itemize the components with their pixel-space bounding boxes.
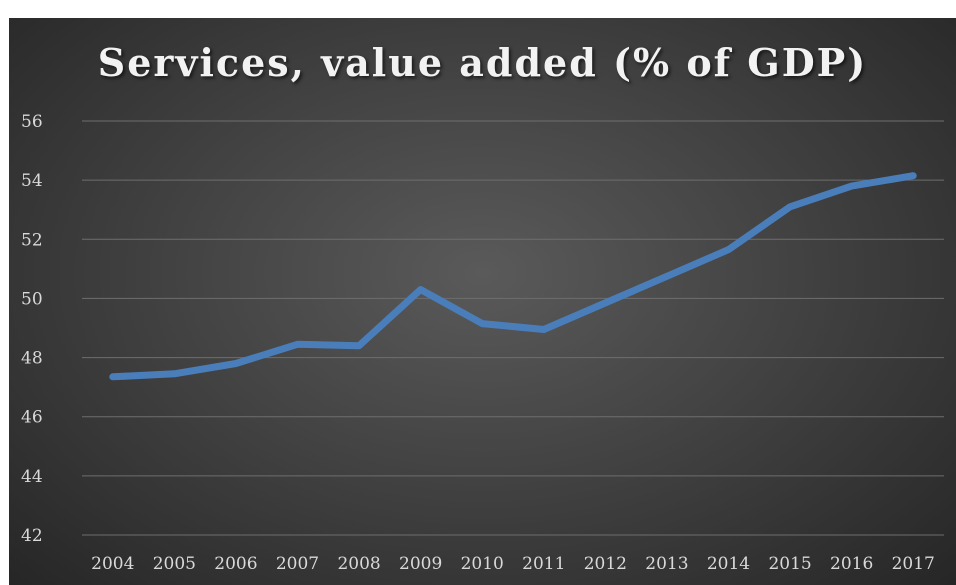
series-line xyxy=(109,172,917,381)
x-tick-label: 2005 xyxy=(153,554,196,574)
x-tick-label: 2007 xyxy=(276,554,319,574)
y-tick-label: 52 xyxy=(21,230,43,250)
x-tick-label: 2014 xyxy=(707,554,750,574)
x-tick-label: 2008 xyxy=(337,554,380,574)
x-tick-label: 2004 xyxy=(91,554,134,574)
y-tick-label: 54 xyxy=(21,171,43,191)
y-tick-label: 42 xyxy=(21,526,43,546)
x-tick-label: 2012 xyxy=(584,554,627,574)
x-tick-label: 2017 xyxy=(892,554,935,574)
x-tick-label: 2016 xyxy=(830,554,873,574)
x-tick-label: 2013 xyxy=(645,554,688,574)
x-tick-label: 2015 xyxy=(768,554,811,574)
y-tick-label: 44 xyxy=(21,467,43,487)
chart-area: Services, value added (% of GDP) 42 44 46 4… xyxy=(9,18,956,585)
chart-title: Services, value added (% of GDP) xyxy=(97,40,868,85)
y-tick-label: 56 xyxy=(21,112,43,132)
y-tick-label: 46 xyxy=(21,408,43,428)
x-tick-label: 2009 xyxy=(399,554,442,574)
y-tick-label: 50 xyxy=(21,289,43,309)
x-tick-label: 2010 xyxy=(461,554,504,574)
y-tick-label: 48 xyxy=(21,349,43,369)
plot-area: 42 44 46 48 50 52 54 56 2004 2005 2006 2007 2008 200… xyxy=(21,112,944,574)
x-tick-label: 2011 xyxy=(522,554,565,574)
x-tick-label: 2006 xyxy=(214,554,257,574)
